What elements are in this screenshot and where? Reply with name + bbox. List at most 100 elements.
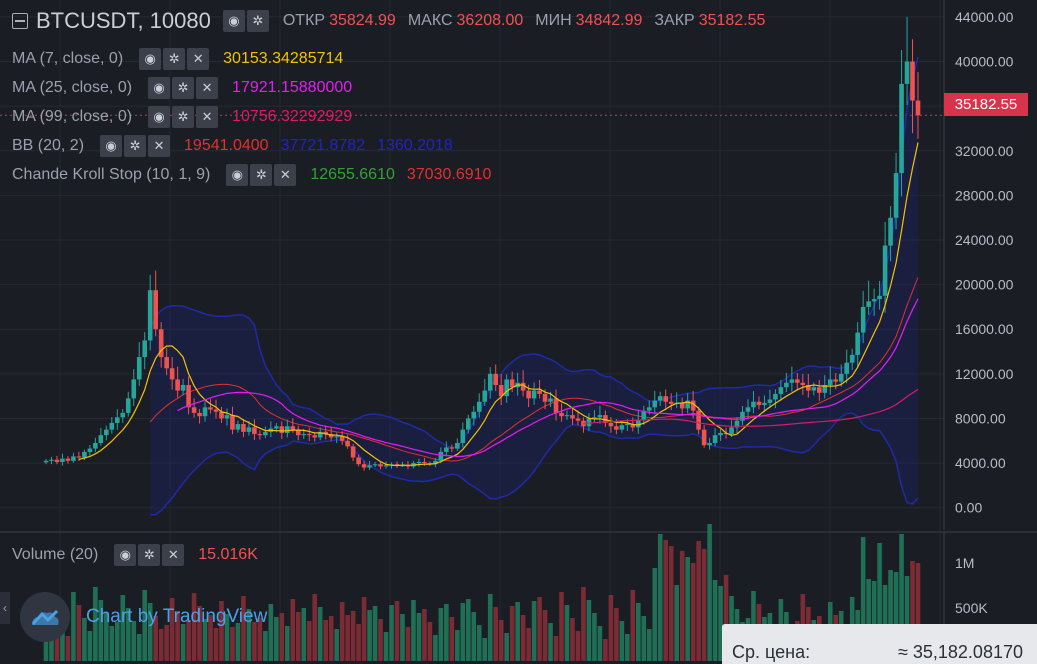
candle-body xyxy=(652,400,658,408)
volume-bar xyxy=(904,576,910,661)
indicator-row: BB (20, 2) ◉ ✲ ✕ 19541.0400 37721.8782 1360.20… xyxy=(12,133,465,159)
volume-bar xyxy=(104,613,109,661)
eye-icon[interactable]: ◉ xyxy=(226,164,249,186)
indicator-name: Chande Kroll Stop (10, 1, 9) xyxy=(12,166,211,183)
price-axis-label: 8000.00 xyxy=(955,410,1006,426)
candle-body xyxy=(493,373,499,385)
close-icon[interactable]: ✕ xyxy=(274,164,297,186)
volume-bar xyxy=(559,592,564,661)
indicator-value: 10756.32292929 xyxy=(232,108,353,125)
candle-body xyxy=(553,398,559,413)
volume-bar xyxy=(125,608,131,661)
volume-bar xyxy=(433,635,438,661)
volume-bar xyxy=(87,631,93,661)
volume-bar xyxy=(690,563,696,661)
candle-body xyxy=(707,443,712,446)
avg-price-value: ≈ 35,182.08170 xyxy=(898,642,1023,662)
symbol-row: BTCUSDT, 10080 ◉ ✲ ОТКР 35824.99 МАКС 36208.… xyxy=(12,8,777,34)
volume-bar xyxy=(465,599,471,661)
volume-bar xyxy=(685,557,690,661)
candle-body xyxy=(570,415,575,419)
candle-body xyxy=(657,396,663,401)
gear-icon[interactable]: ✲ xyxy=(138,544,161,566)
candle-body xyxy=(849,354,855,363)
eye-icon[interactable]: ◉ xyxy=(148,77,171,99)
volume-bar xyxy=(164,625,169,661)
eye-icon[interactable]: ◉ xyxy=(114,544,137,566)
volume-bar xyxy=(871,581,877,661)
volume-bar xyxy=(93,587,98,661)
eye-icon[interactable]: ◉ xyxy=(222,10,245,32)
volume-bar xyxy=(455,630,460,661)
gear-icon[interactable]: ✲ xyxy=(246,10,269,32)
volume-axis-label: 1M xyxy=(955,555,974,571)
close-icon[interactable]: ✕ xyxy=(196,77,219,99)
candle-body xyxy=(317,431,323,438)
volume-bar xyxy=(257,618,263,661)
volume-bar xyxy=(114,622,120,661)
volume-bar xyxy=(915,563,921,661)
candle-body xyxy=(125,398,131,413)
gear-icon[interactable]: ✲ xyxy=(163,48,186,70)
eye-icon[interactable]: ◉ xyxy=(100,135,123,157)
volume-bar xyxy=(274,617,279,661)
volume-bar xyxy=(312,594,318,661)
candle-body xyxy=(542,393,548,402)
volume-bar xyxy=(350,611,356,661)
volume-bar xyxy=(263,631,268,661)
gear-icon[interactable]: ✲ xyxy=(250,164,273,186)
volume-bar xyxy=(131,621,137,661)
collapse-arrow-icon[interactable]: ‹ xyxy=(0,592,10,624)
volume-bar xyxy=(641,616,647,661)
volume-bar xyxy=(460,603,466,661)
candle-body xyxy=(641,410,647,420)
candle-body xyxy=(449,447,455,449)
volume-bar xyxy=(136,634,142,661)
volume-bar xyxy=(679,551,685,661)
indicator-row: MA (25, close, 0) ◉ ✲ ✕ 17921.15880000 xyxy=(12,75,364,101)
volume-bar xyxy=(899,534,904,661)
close-icon[interactable]: ✕ xyxy=(196,106,219,128)
cloud-logo-icon xyxy=(20,592,70,642)
volume-legend: Volume (20) ◉ ✲ ✕ 15.016K xyxy=(12,542,270,568)
candle-body xyxy=(838,373,844,382)
candle-body xyxy=(142,340,148,358)
gear-icon[interactable]: ✲ xyxy=(124,135,147,157)
volume-bar xyxy=(158,629,164,661)
volume-bar xyxy=(230,627,235,661)
close-icon[interactable]: ✕ xyxy=(187,48,210,70)
volume-bar xyxy=(619,621,625,661)
gear-icon[interactable]: ✲ xyxy=(172,77,195,99)
candle-body xyxy=(345,440,350,447)
indicator-name: BB (20, 2) xyxy=(12,137,85,154)
close-icon[interactable]: ✕ xyxy=(148,135,171,157)
candle-body xyxy=(252,427,257,435)
candle-body xyxy=(301,434,307,436)
candle-body xyxy=(712,435,718,443)
bb-basis-line xyxy=(149,277,919,462)
candle-body xyxy=(114,417,120,423)
candle-body xyxy=(136,357,142,380)
volume-bar xyxy=(652,568,658,661)
volume-bar xyxy=(646,629,652,661)
candle-body xyxy=(147,290,153,341)
candle-body xyxy=(328,434,334,438)
candle-body xyxy=(816,387,822,393)
volume-bar xyxy=(498,620,504,661)
close-icon[interactable]: ✕ xyxy=(162,544,185,566)
volume-bar xyxy=(657,534,663,661)
candle-body xyxy=(795,379,800,383)
ohlc-label: МАКС xyxy=(407,12,453,29)
gear-icon[interactable]: ✲ xyxy=(172,106,195,128)
eye-icon[interactable]: ◉ xyxy=(148,106,171,128)
tradingview-credit[interactable]: Chart by TradingView xyxy=(20,592,267,642)
candle-body xyxy=(213,409,219,412)
candle-body xyxy=(893,173,899,218)
candle-body xyxy=(526,390,531,399)
candle-body xyxy=(422,461,427,464)
collapse-icon[interactable] xyxy=(12,13,28,29)
bb-lower-line xyxy=(150,412,919,516)
eye-icon[interactable]: ◉ xyxy=(139,48,162,70)
volume-bar xyxy=(180,624,186,661)
